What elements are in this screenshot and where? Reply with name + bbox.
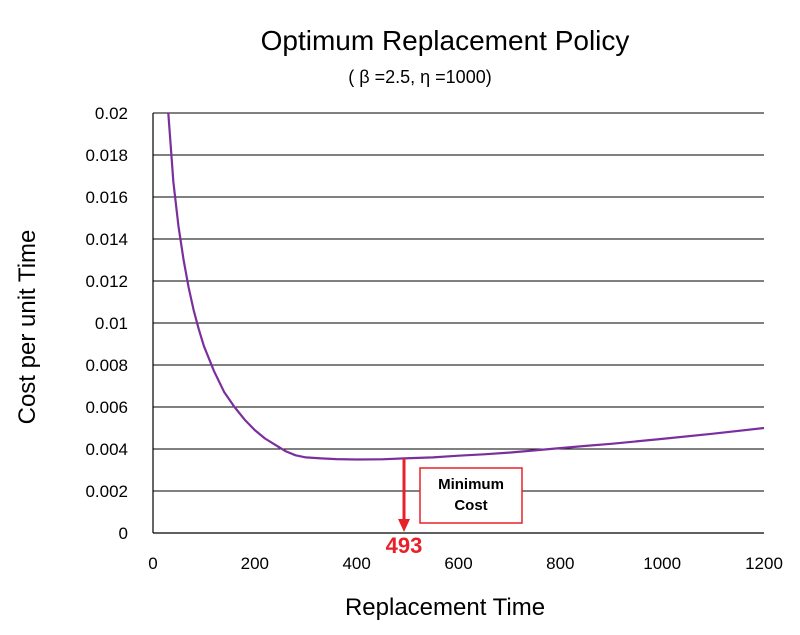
y-tick-label: 0.004 <box>85 440 128 459</box>
y-tick-label: 0.006 <box>85 398 128 417</box>
y-tick-label: 0.016 <box>85 188 128 207</box>
x-tick-label: 600 <box>444 554 472 573</box>
x-axis-label: Replacement Time <box>345 594 545 621</box>
x-tick-label: 1200 <box>745 554 783 573</box>
y-tick-label: 0.02 <box>95 104 128 123</box>
y-tick-label: 0.012 <box>85 272 128 291</box>
series-line <box>167 112 765 461</box>
minimum-arrow-head <box>398 519 411 532</box>
minimum-cost-callout-box <box>419 467 523 524</box>
series-layer <box>167 112 765 461</box>
y-tick-label: 0.01 <box>95 314 128 333</box>
x-tick-label: 800 <box>546 554 574 573</box>
minimum-cost-callout-text: Cost <box>454 497 487 514</box>
y-tick-label: 0.014 <box>85 230 128 249</box>
y-tick-label: 0.018 <box>85 146 128 165</box>
axes <box>152 113 764 534</box>
x-tick-label: 0 <box>148 554 157 573</box>
chart-title: Optimum Replacement Policy <box>261 25 630 56</box>
minimum-cost-callout-text: Minimum <box>438 476 504 493</box>
annotation-layer: 493 Minimum Cost <box>386 458 523 558</box>
x-tick-label: 200 <box>241 554 269 573</box>
y-axis-label: Cost per unit Time <box>14 230 41 425</box>
chart-subtitle: ( β =2.5, η =1000) <box>348 67 491 87</box>
y-tick-label: 0.002 <box>85 482 128 501</box>
x-axis-ticks: 0 200 400 600 800 1000 1200 <box>148 554 783 573</box>
y-tick-label: 0 <box>119 524 128 543</box>
x-tick-label: 400 <box>342 554 370 573</box>
y-axis-ticks: 0 0.002 0.004 0.006 0.008 0.01 0.012 0.014 0.016… <box>85 104 128 543</box>
x-tick-label: 1000 <box>643 554 681 573</box>
y-tick-label: 0.008 <box>85 356 128 375</box>
gridlines <box>153 112 764 534</box>
minimum-value-label: 493 <box>386 533 423 558</box>
